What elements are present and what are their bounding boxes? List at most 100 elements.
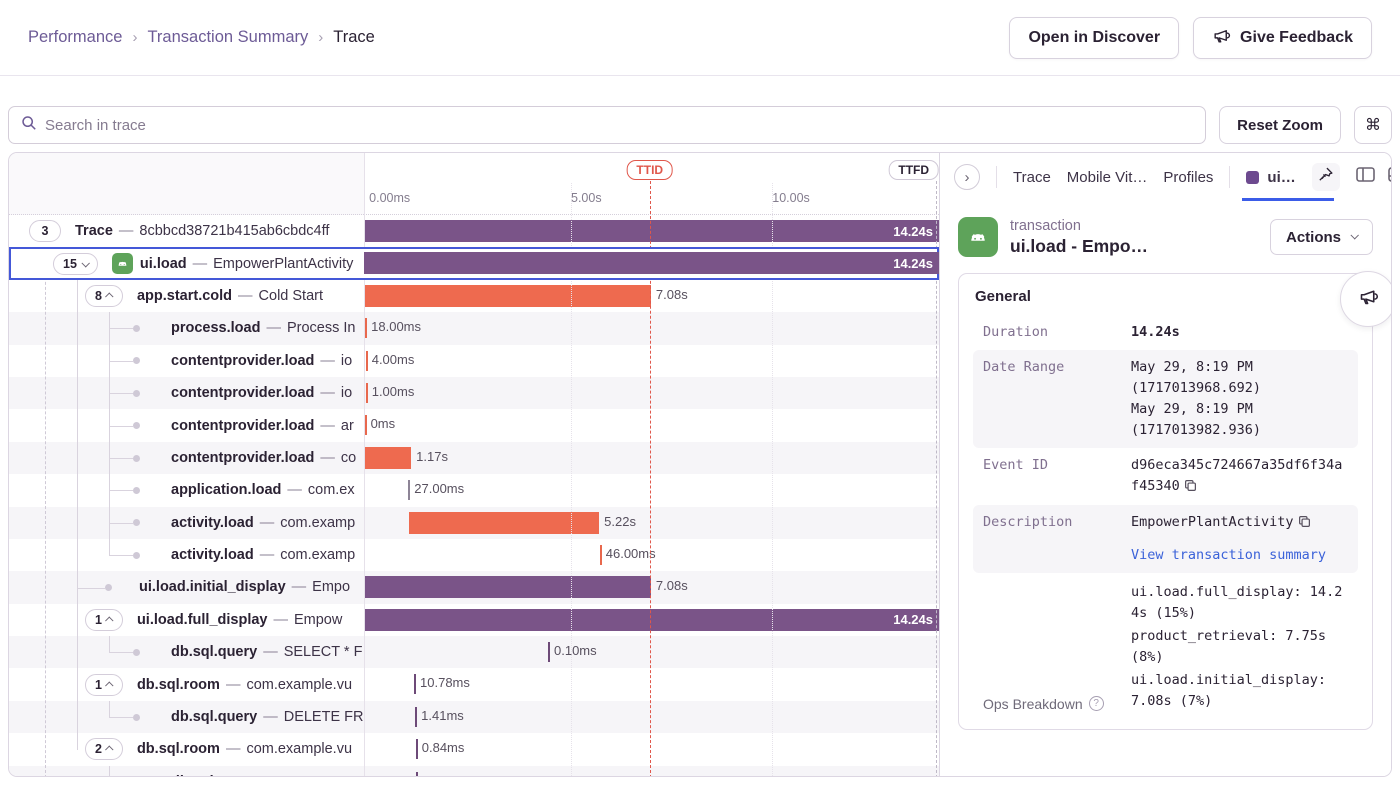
general-row-value-text: 14.24s <box>1131 324 1180 340</box>
span-duration-cell: 1.17s <box>364 442 939 474</box>
trace-toolbar: Reset Zoom ⌘ <box>0 106 1400 144</box>
span-bar-tick[interactable] <box>414 674 417 695</box>
span-bar-tick[interactable] <box>364 415 367 436</box>
chevron-up-icon <box>105 681 114 690</box>
span-children-count: 2 <box>95 742 102 757</box>
span-duration-label: 1.41ms <box>421 707 464 723</box>
span-row[interactable]: 1 ui.load.full_display — Empow 14.24s <box>9 604 939 636</box>
pin-tab-button[interactable] <box>1311 163 1340 191</box>
span-row[interactable]: contentprovider.load — io 4.00ms <box>9 345 939 377</box>
breadcrumb-item[interactable]: Transaction Summary <box>147 28 309 46</box>
span-bar-tick[interactable] <box>415 706 418 727</box>
span-bar-tick[interactable] <box>415 771 418 776</box>
tree-guide-elbow <box>109 652 133 654</box>
span-bar-tick[interactable] <box>548 642 550 663</box>
open-in-discover-button[interactable]: Open in Discover <box>1009 16 1180 59</box>
span-row[interactable]: db.sql.query — SELECT * F 0.10ms <box>9 636 939 669</box>
span-duration-cell: 46.00ms <box>364 539 939 571</box>
span-bar-tick[interactable] <box>365 350 368 371</box>
span-row[interactable]: ui.load.initial_display — Empo 7.08s <box>9 571 939 604</box>
span-duration-label: 1.17s <box>416 448 448 464</box>
shortcut-cmd-button[interactable]: ⌘ <box>1354 106 1392 144</box>
span-row[interactable]: contentprovider.load — io 1.00ms <box>9 376 939 410</box>
span-duration-cell: 10.78ms <box>364 668 939 700</box>
span-bar[interactable]: 14.24s <box>364 220 939 242</box>
span-bar-tick[interactable] <box>365 318 368 339</box>
span-children-count: 8 <box>95 288 102 303</box>
details-tabs-bar: › Trace Mobile Vit… Profiles ui… <box>940 153 1391 201</box>
column-resizer[interactable] <box>364 153 365 776</box>
span-bar-tick[interactable] <box>408 480 411 501</box>
breadcrumb-separator: › <box>318 29 324 46</box>
span-bar-tick[interactable] <box>415 739 418 760</box>
tree-guide-dot <box>133 357 140 365</box>
span-bar[interactable] <box>409 511 600 534</box>
span-row[interactable]: 3 Trace —8cbbcd38721b415ab6cbdc4ff 14.24s <box>9 215 939 247</box>
span-tree-cell: contentprovider.load — co <box>9 442 364 474</box>
span-bar[interactable] <box>364 576 651 599</box>
breadcrumb-item[interactable]: Performance <box>28 28 123 46</box>
collapse-panel-button[interactable]: › <box>954 164 980 190</box>
span-label: activity.load — com.examp <box>171 514 356 531</box>
divider <box>1229 166 1231 188</box>
span-row[interactable]: 8 app.start.cold — Cold Start 7.08s <box>9 280 939 312</box>
search-box <box>8 106 1207 144</box>
span-description: Empow <box>293 611 343 628</box>
span-bar[interactable]: 14.24s <box>364 608 939 631</box>
span-tree-cell: process.load — Process In <box>9 312 364 344</box>
span-bar-tick[interactable] <box>599 544 602 565</box>
span-row[interactable]: 15 ui.load — EmpowerPlantActivity 14.24s <box>9 247 939 280</box>
actions-button[interactable]: Actions <box>1269 219 1373 255</box>
tab-trace[interactable]: Trace <box>1013 168 1051 186</box>
span-row[interactable]: process.load — Process In 18.00ms <box>9 312 939 345</box>
search-input[interactable] <box>45 116 1194 134</box>
span-row[interactable]: 1 db.sql.room — com.example.vu 10.78ms <box>9 668 939 700</box>
span-children-count-pill[interactable]: 1 <box>85 608 123 631</box>
general-row-ops-breakdown: Ops Breakdown? ui.load.full_display: 14.2… <box>973 573 1358 719</box>
span-bar-tick[interactable] <box>365 382 368 403</box>
span-tree-cell: ui.load.initial_display — Empo <box>9 571 364 603</box>
layout-sidebar-left-icon[interactable] <box>1355 167 1375 187</box>
span-row[interactable]: 2 db.sql.room — com.example.vu 0.84ms <box>9 733 939 765</box>
span-duration-cell: 7.08s <box>364 571 939 603</box>
span-row[interactable]: db.sql.query — DELETE FR 1.41ms <box>9 700 939 734</box>
span-bar[interactable] <box>364 446 412 469</box>
layout-drawer-bottom-icon[interactable] <box>1387 167 1391 187</box>
span-label: ui.load.full_display — Empow <box>136 611 343 628</box>
help-icon[interactable]: ? <box>1088 696 1104 712</box>
span-children-count-pill[interactable]: 15 <box>53 252 98 275</box>
copy-icon[interactable] <box>1184 478 1197 499</box>
tree-guide-dot <box>133 389 140 397</box>
tab-mobile-vitals[interactable]: Mobile Vit… <box>1066 168 1148 186</box>
span-duration-label: 27.00ms <box>414 481 465 497</box>
span-duration-label: 0ms <box>370 416 396 432</box>
span-label: db.sql.query — SELECT * F <box>171 644 363 661</box>
span-row[interactable]: activity.load — com.examp 46.00ms <box>9 539 939 571</box>
active-tab-underline <box>1242 198 1334 201</box>
time-axis: 0.00ms 5.00s 10.00s TTID TTFD <box>364 153 940 215</box>
copy-icon[interactable] <box>1298 514 1311 535</box>
tab-profiles[interactable]: Profiles <box>1163 168 1214 186</box>
tree-guide-dot <box>133 454 140 462</box>
span-bar[interactable] <box>364 284 651 307</box>
span-children-count-pill[interactable]: 1 <box>85 673 123 696</box>
span-row[interactable]: application.load — com.ex 27.00ms <box>9 474 939 506</box>
span-row[interactable]: contentprovider.load — ar 0ms <box>9 409 939 441</box>
feedback-fab-button[interactable] <box>1340 271 1391 327</box>
span-children-count-pill[interactable]: 2 <box>85 738 123 761</box>
general-row-label-text: Ops Breakdown <box>983 695 1083 712</box>
span-duration-cell: 0ms <box>364 409 939 441</box>
span-children-count-pill[interactable]: 8 <box>85 284 123 307</box>
tab-active-span[interactable]: ui… <box>1242 153 1334 201</box>
span-bar[interactable]: 14.24s <box>364 252 939 275</box>
give-feedback-button[interactable]: Give Feedback <box>1193 16 1372 59</box>
span-tree-cell: 15 ui.load — EmpowerPlantActivity <box>9 247 364 279</box>
span-row[interactable]: activity.load — com.examp 5.22s <box>9 506 939 539</box>
span-children-count-pill[interactable]: 3 <box>29 220 61 243</box>
reset-zoom-button[interactable]: Reset Zoom <box>1219 106 1341 144</box>
span-children-count: 15 <box>63 256 77 271</box>
span-duration-label: 0.10ms <box>554 643 597 659</box>
span-row[interactable]: db.sql.query—INSERT OR 0.7ms <box>9 765 939 776</box>
span-row[interactable]: contentprovider.load — co 1.17s <box>9 441 939 475</box>
view-transaction-summary-link[interactable]: View transaction summary <box>1131 547 1327 564</box>
